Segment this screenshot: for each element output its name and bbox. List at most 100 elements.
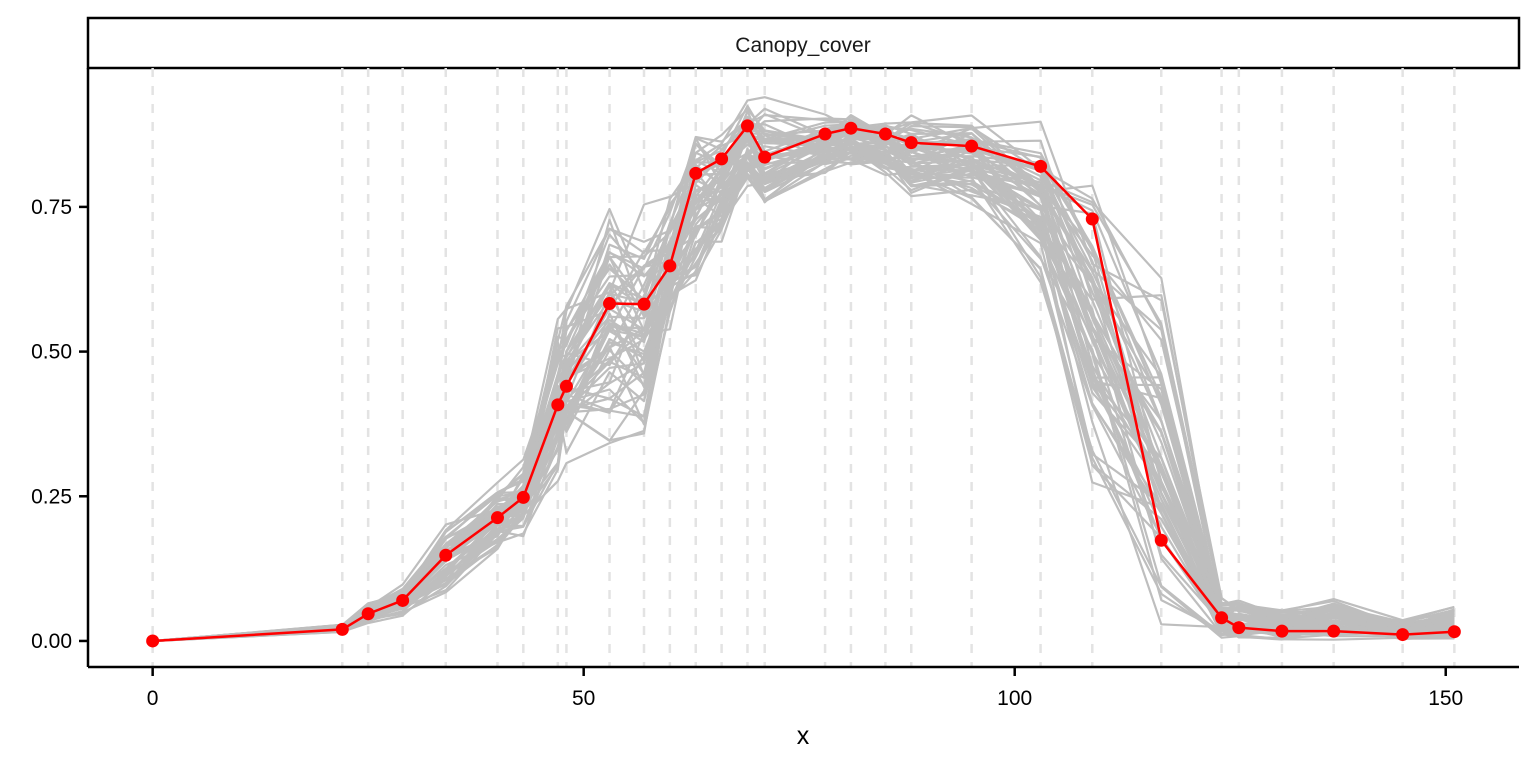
mean-point bbox=[689, 166, 703, 180]
background-series-line bbox=[152, 115, 1455, 643]
background-series-line bbox=[152, 128, 1455, 643]
background-series-line bbox=[152, 154, 1455, 643]
background-series-line bbox=[152, 145, 1455, 643]
x-tick-label: 0 bbox=[147, 687, 159, 710]
background-series-line bbox=[152, 126, 1455, 643]
background-series-group bbox=[152, 96, 1455, 643]
mean-point bbox=[1396, 628, 1410, 642]
mean-point bbox=[1232, 621, 1246, 635]
mean-point bbox=[1275, 624, 1289, 638]
background-series-line bbox=[152, 141, 1455, 643]
mean-point bbox=[844, 121, 858, 135]
date-gridlines bbox=[151, 68, 1456, 667]
background-series-line bbox=[152, 159, 1455, 643]
facet-strip bbox=[86, 16, 1521, 70]
mean-point bbox=[516, 490, 530, 504]
background-series-line bbox=[152, 137, 1455, 643]
background-series-line bbox=[152, 123, 1455, 643]
background-series-line bbox=[152, 152, 1455, 643]
background-series-line bbox=[152, 113, 1455, 643]
y-tick-label: 0.00 bbox=[31, 630, 72, 653]
background-series-line bbox=[152, 118, 1455, 643]
background-series-line bbox=[152, 114, 1455, 643]
background-series-line bbox=[152, 126, 1455, 643]
background-series-line bbox=[152, 127, 1455, 643]
background-series-line bbox=[152, 126, 1455, 643]
background-series-line bbox=[152, 123, 1455, 643]
mean-point bbox=[335, 622, 349, 636]
background-series-line bbox=[152, 107, 1455, 643]
background-series-line bbox=[152, 140, 1455, 643]
mean-point bbox=[551, 398, 565, 412]
background-series-line bbox=[152, 137, 1455, 643]
mean-points-group bbox=[146, 119, 1461, 648]
background-series-line bbox=[152, 122, 1455, 643]
background-series-line bbox=[152, 104, 1455, 643]
x-axis-title: x bbox=[797, 722, 810, 750]
mean-point bbox=[758, 150, 772, 164]
background-series-line bbox=[152, 123, 1455, 643]
mean-point bbox=[1447, 625, 1461, 639]
background-series-line bbox=[152, 149, 1455, 643]
background-series-line bbox=[152, 108, 1455, 643]
mean-series-line bbox=[152, 124, 1455, 643]
background-series-line bbox=[152, 154, 1455, 643]
background-series-line bbox=[152, 139, 1455, 643]
background-series-line bbox=[152, 152, 1455, 643]
x-tick-label: 100 bbox=[997, 687, 1032, 710]
background-series-line bbox=[152, 145, 1455, 643]
background-series-line bbox=[152, 131, 1455, 643]
background-series-line bbox=[152, 132, 1455, 643]
background-series-line bbox=[152, 146, 1455, 643]
background-series-line bbox=[152, 125, 1455, 643]
background-series-line bbox=[152, 141, 1455, 643]
background-series-line bbox=[152, 155, 1455, 643]
background-series-line bbox=[152, 96, 1455, 643]
mean-point bbox=[1034, 159, 1048, 173]
background-series-line bbox=[152, 141, 1455, 643]
mean-point bbox=[1327, 624, 1341, 638]
background-series-line bbox=[152, 150, 1455, 643]
plot-panel bbox=[146, 68, 1461, 667]
mean-point bbox=[818, 127, 832, 141]
mean-point bbox=[740, 119, 754, 133]
background-series-line bbox=[152, 131, 1455, 643]
background-series-line bbox=[152, 117, 1455, 643]
background-series-line bbox=[152, 129, 1455, 643]
mean-point bbox=[603, 297, 617, 311]
y-tick-label: 0.25 bbox=[31, 485, 72, 508]
mean-point bbox=[396, 593, 410, 607]
x-tick-label: 150 bbox=[1428, 687, 1463, 710]
mean-point bbox=[1154, 533, 1168, 547]
y-ticks: 0.00 0.25 0.50 0.75 bbox=[31, 196, 88, 653]
mean-point bbox=[878, 127, 892, 141]
background-series-line bbox=[152, 133, 1455, 643]
background-series-line bbox=[152, 129, 1455, 643]
background-series-line bbox=[152, 156, 1455, 643]
background-series-line bbox=[152, 139, 1455, 643]
x-tick-label: 50 bbox=[572, 687, 595, 710]
facet-label: Canopy_cover bbox=[735, 34, 870, 57]
background-series-line bbox=[152, 144, 1455, 643]
x-ticks: 0 50 100 150 bbox=[147, 667, 1463, 710]
mean-point bbox=[637, 297, 651, 311]
mean-point bbox=[715, 152, 729, 166]
mean-point bbox=[904, 136, 918, 150]
background-series-line bbox=[152, 117, 1455, 643]
background-series-line bbox=[152, 110, 1455, 643]
y-tick-label: 0.75 bbox=[31, 196, 72, 219]
background-series-line bbox=[152, 116, 1455, 643]
mean-point bbox=[361, 607, 375, 621]
y-tick-label: 0.50 bbox=[31, 341, 72, 364]
mean-point bbox=[965, 139, 979, 153]
background-series-line bbox=[152, 150, 1455, 643]
mean-point bbox=[146, 634, 160, 648]
mean-point bbox=[663, 259, 677, 273]
mean-point bbox=[559, 379, 573, 393]
mean-point bbox=[1215, 611, 1229, 625]
background-series-line bbox=[152, 135, 1455, 643]
background-series-line bbox=[152, 145, 1455, 643]
background-series-line bbox=[152, 125, 1455, 643]
background-series-line bbox=[152, 137, 1455, 643]
